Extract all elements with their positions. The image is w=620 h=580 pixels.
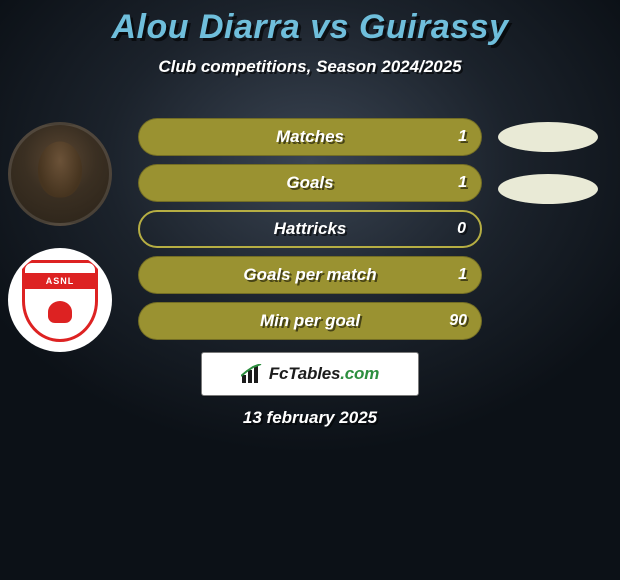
stat-label: Min per goal	[260, 311, 360, 331]
stat-row-goals: Goals 1	[138, 164, 482, 202]
opponent-avatars-column	[498, 122, 598, 226]
stat-value: 1	[458, 174, 467, 192]
attribution-text: FcTables.com	[269, 364, 379, 384]
opponent-club-avatar	[498, 174, 598, 204]
stat-value: 90	[449, 312, 467, 330]
stat-value: 1	[458, 266, 467, 284]
stat-row-matches: Matches 1	[138, 118, 482, 156]
opponent-player-avatar	[498, 122, 598, 152]
page-subtitle: Club competitions, Season 2024/2025	[0, 57, 620, 77]
stat-row-min-per-goal: Min per goal 90	[138, 302, 482, 340]
club-crest-icon: ASNL	[20, 260, 100, 340]
infographic-card: Alou Diarra vs Guirassy Club competition…	[0, 0, 620, 580]
barchart-icon	[241, 364, 263, 384]
page-title: Alou Diarra vs Guirassy	[0, 0, 620, 47]
player-avatar	[8, 122, 112, 226]
stat-label: Matches	[276, 127, 344, 147]
club-avatar: ASNL	[8, 248, 112, 352]
stat-value: 1	[458, 128, 467, 146]
stat-row-hattricks: Hattricks 0	[138, 210, 482, 248]
avatars-column: ASNL	[8, 122, 120, 374]
stat-row-goals-per-match: Goals per match 1	[138, 256, 482, 294]
attribution-badge: FcTables.com	[201, 352, 419, 396]
club-crest-text: ASNL	[22, 273, 98, 289]
attribution-suffix: .com	[340, 364, 379, 383]
stat-label: Goals per match	[243, 265, 376, 285]
stat-label: Goals	[286, 173, 333, 193]
stats-bars: Matches 1 Goals 1 Hattricks 0 Goals per …	[138, 118, 482, 348]
report-date: 13 february 2025	[243, 408, 377, 428]
attribution-brand: FcTables	[269, 364, 340, 383]
stat-value: 0	[457, 220, 466, 238]
stat-label: Hattricks	[274, 219, 347, 239]
